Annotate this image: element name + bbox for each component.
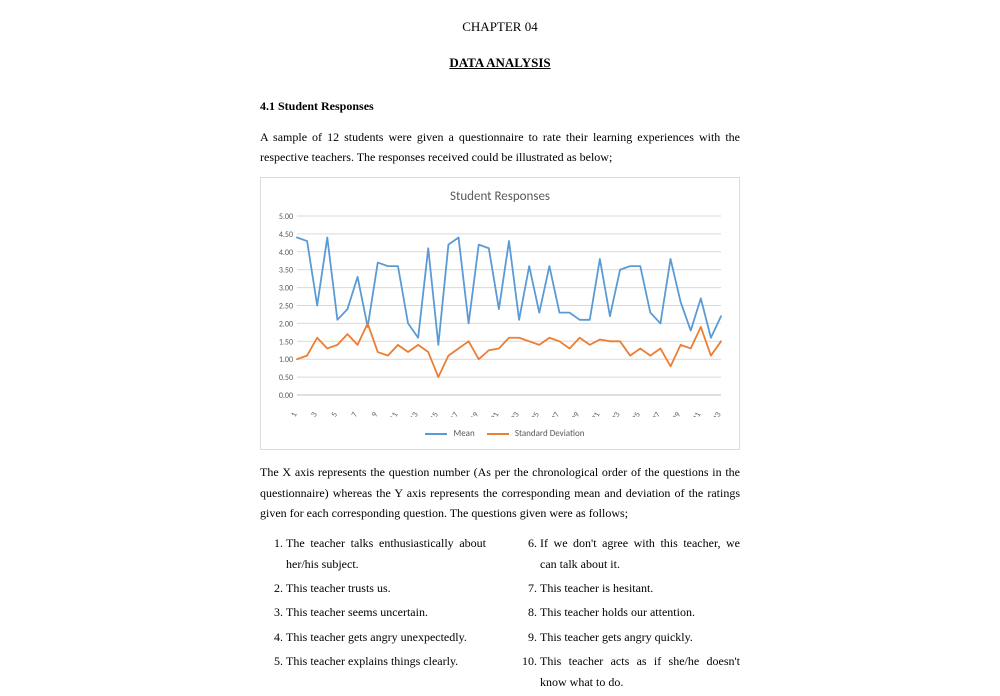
legend-swatch-std: [487, 433, 509, 435]
svg-text:0.00: 0.00: [279, 391, 293, 401]
svg-text:33: 33: [610, 411, 623, 418]
after-chart-paragraph: The X axis represents the question numbe…: [260, 462, 740, 523]
svg-text:37: 37: [650, 411, 663, 418]
chart-title: Student Responses: [267, 186, 733, 208]
svg-text:3.00: 3.00: [279, 284, 293, 294]
svg-text:39: 39: [671, 411, 684, 418]
questions-left-col: The teacher talks enthusiastically about…: [260, 533, 486, 696]
svg-text:9: 9: [370, 411, 381, 418]
question-item: This teacher gets angry quickly.: [540, 627, 740, 647]
page-title: DATA ANALYSIS: [260, 52, 740, 74]
question-item: This teacher acts as if she/he doesn't k…: [540, 651, 740, 692]
legend-label-mean: Mean: [454, 428, 475, 439]
svg-text:27: 27: [549, 411, 562, 418]
svg-text:17: 17: [448, 411, 461, 418]
svg-text:11: 11: [388, 411, 401, 418]
chart-legend: Mean Standard Deviation: [267, 426, 733, 441]
svg-text:3.50: 3.50: [279, 266, 293, 276]
question-item: This teacher is hesitant.: [540, 578, 740, 598]
svg-text:1.00: 1.00: [279, 356, 293, 366]
svg-text:2.50: 2.50: [279, 302, 293, 312]
svg-text:2.00: 2.00: [279, 320, 293, 330]
svg-text:41: 41: [691, 411, 704, 418]
chart-canvas: 0.00 0.50 1.00 1.50 2.00 2.50 3.00 3.50 4.00 4.50…: [267, 212, 727, 417]
questions-right-col: If we don't agree with this teacher, we …: [514, 533, 740, 696]
svg-text:25: 25: [529, 411, 542, 418]
intro-paragraph: A sample of 12 students were given a que…: [260, 127, 740, 168]
section-heading: 4.1 Student Responses: [260, 96, 740, 116]
legend-swatch-mean: [425, 433, 447, 435]
svg-text:1: 1: [289, 411, 300, 418]
svg-text:5.00: 5.00: [279, 212, 293, 222]
questions-columns: The teacher talks enthusiastically about…: [260, 533, 740, 696]
question-item: This teacher holds our attention.: [540, 602, 740, 622]
question-item: This teacher trusts us.: [286, 578, 486, 598]
question-item: If we don't agree with this teacher, we …: [540, 533, 740, 574]
question-item: The teacher talks enthusiastically about…: [286, 533, 486, 574]
svg-text:4.00: 4.00: [279, 248, 293, 258]
legend-label-std: Standard Deviation: [515, 428, 585, 439]
svg-text:7: 7: [349, 411, 360, 418]
question-item: This teacher explains things clearly.: [286, 651, 486, 671]
question-item: This teacher gets angry unexpectedly.: [286, 627, 486, 647]
svg-text:13: 13: [408, 411, 421, 418]
student-responses-chart: Student Responses 0.00 0.50 1.00 1.50 2.00 2.…: [260, 177, 740, 450]
svg-text:1.50: 1.50: [279, 338, 293, 348]
svg-text:5: 5: [329, 411, 340, 418]
svg-text:4.50: 4.50: [279, 230, 293, 240]
question-item: This teacher seems uncertain.: [286, 602, 486, 622]
svg-text:15: 15: [428, 411, 441, 418]
svg-text:3: 3: [309, 411, 320, 418]
svg-text:43: 43: [711, 411, 724, 418]
svg-text:23: 23: [509, 411, 522, 418]
svg-text:21: 21: [489, 411, 502, 418]
document-page: CHAPTER 04 DATA ANALYSIS 4.1 Student Res…: [0, 0, 1000, 688]
svg-text:0.50: 0.50: [279, 374, 293, 384]
svg-text:19: 19: [469, 411, 482, 418]
svg-text:31: 31: [590, 411, 603, 418]
chapter-label: CHAPTER 04: [260, 16, 740, 38]
svg-text:35: 35: [630, 411, 643, 418]
svg-text:29: 29: [570, 411, 583, 418]
